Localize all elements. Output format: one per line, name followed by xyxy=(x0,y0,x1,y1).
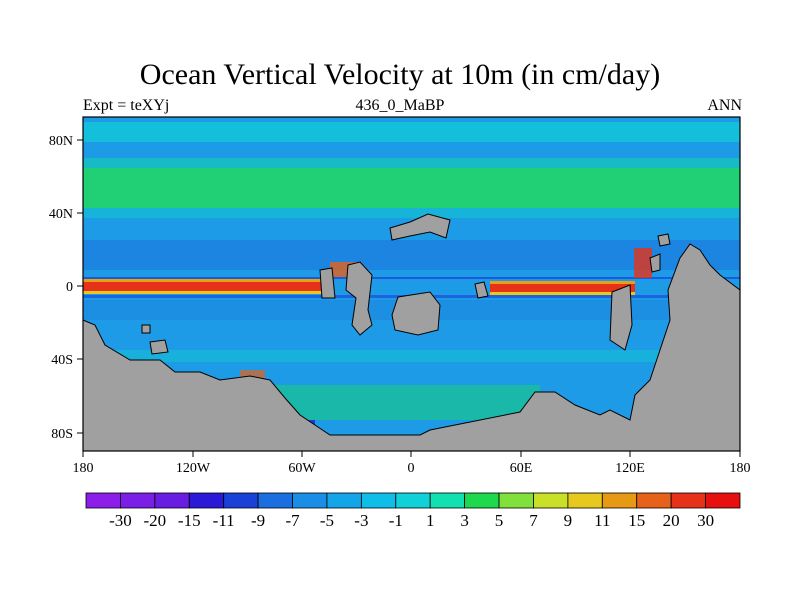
colorbar-label: -15 xyxy=(178,511,201,530)
colorbar-label: -3 xyxy=(354,511,368,530)
colorbar-label: 1 xyxy=(426,511,435,530)
y-tick-label: 80S xyxy=(51,427,73,442)
colorbar-label: 7 xyxy=(529,511,538,530)
colorbar-swatch xyxy=(429,492,466,509)
land-island-4 xyxy=(609,284,633,351)
colorbar-swatch xyxy=(120,492,156,509)
colorbar-swatch xyxy=(360,492,397,509)
colorbar-swatch xyxy=(498,492,534,509)
y-tick-label: 40N xyxy=(49,207,73,222)
season-label: ANN xyxy=(707,97,742,114)
colorbar-label: -9 xyxy=(251,511,265,530)
land-mask xyxy=(82,213,741,452)
land-island-1 xyxy=(319,267,336,299)
x-tick-label: 120W xyxy=(176,461,211,476)
colorbar: -30 -20 -15 -11 -9 -7 -5 -3 -1 1 3 5 7 9 11 15 20 30 xyxy=(85,492,741,530)
colorbar-swatch xyxy=(601,492,638,509)
y-tick-label: 80N xyxy=(49,134,73,149)
land-island-5 xyxy=(649,253,661,273)
colorbar-label: -20 xyxy=(144,511,167,530)
colorbar-swatch xyxy=(326,492,362,509)
colorbar-label: 15 xyxy=(628,511,645,530)
colorbar-label: -11 xyxy=(213,511,235,530)
y-tick-label: 0 xyxy=(66,280,73,295)
colorbar-label: 5 xyxy=(495,511,504,530)
chart-title: Ocean Vertical Velocity at 10m (in cm/da… xyxy=(139,58,661,91)
colorbar-swatch xyxy=(670,492,706,509)
colorbar-label: -30 xyxy=(109,511,132,530)
colorbar-label: -1 xyxy=(389,511,403,530)
colorbar-label: 11 xyxy=(594,511,610,530)
land-island-6 xyxy=(657,233,671,247)
experiment-label: Expt = teXYj xyxy=(83,97,170,114)
colorbar-swatch xyxy=(85,492,121,509)
colorbar-swatch xyxy=(154,492,190,509)
x-axis: 180 120W 60W 0 60E 120E 180 xyxy=(73,451,751,476)
x-tick-label: 120E xyxy=(615,461,645,476)
x-tick-label: 60E xyxy=(510,461,533,476)
colorbar-swatch xyxy=(636,492,672,509)
colorbar-swatch xyxy=(567,492,603,509)
x-tick-label: 180 xyxy=(73,461,94,476)
colorbar-swatch xyxy=(395,492,431,509)
colorbar-label: -5 xyxy=(320,511,334,530)
land-island-3 xyxy=(391,291,441,336)
colorbar-swatch xyxy=(188,492,225,509)
y-axis: 80N 40N 0 40S 80S xyxy=(49,134,83,442)
x-tick-label: 60W xyxy=(288,461,316,476)
land-island-east xyxy=(474,281,489,299)
land-island-2 xyxy=(345,261,373,336)
colorbar-swatch xyxy=(464,492,500,509)
colorbar-swatch xyxy=(705,492,741,509)
colorbar-swatch xyxy=(292,492,328,509)
land-island-7 xyxy=(141,324,151,334)
land-island-8 xyxy=(149,339,169,355)
time-label: 436_0_MaBP xyxy=(355,97,445,114)
colorbar-label: -7 xyxy=(285,511,300,530)
x-tick-label: 180 xyxy=(730,461,751,476)
colorbar-label: 3 xyxy=(460,511,469,530)
colorbar-swatch xyxy=(533,492,569,509)
x-tick-label: 0 xyxy=(408,461,415,476)
colorbar-label: 30 xyxy=(697,511,714,530)
colorbar-label: 20 xyxy=(663,511,680,530)
colorbar-swatch xyxy=(223,492,259,509)
land-island-north xyxy=(389,213,451,241)
colorbar-swatch xyxy=(257,492,293,509)
land-south-west xyxy=(82,243,741,452)
colorbar-label: 9 xyxy=(564,511,573,530)
y-tick-label: 40S xyxy=(51,353,73,368)
